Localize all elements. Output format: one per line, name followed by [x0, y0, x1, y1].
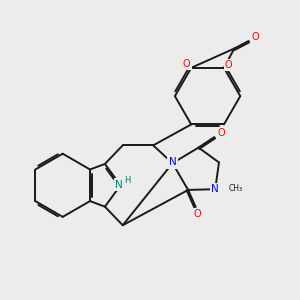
Text: N: N: [115, 180, 122, 190]
Text: O: O: [194, 209, 201, 219]
Text: O: O: [225, 60, 232, 70]
Text: CH₃: CH₃: [228, 184, 242, 193]
Text: O: O: [183, 59, 190, 69]
Text: H: H: [124, 176, 130, 184]
Text: O: O: [251, 32, 259, 42]
Text: N: N: [212, 184, 219, 194]
Text: O: O: [217, 128, 225, 139]
Text: N: N: [169, 158, 176, 167]
